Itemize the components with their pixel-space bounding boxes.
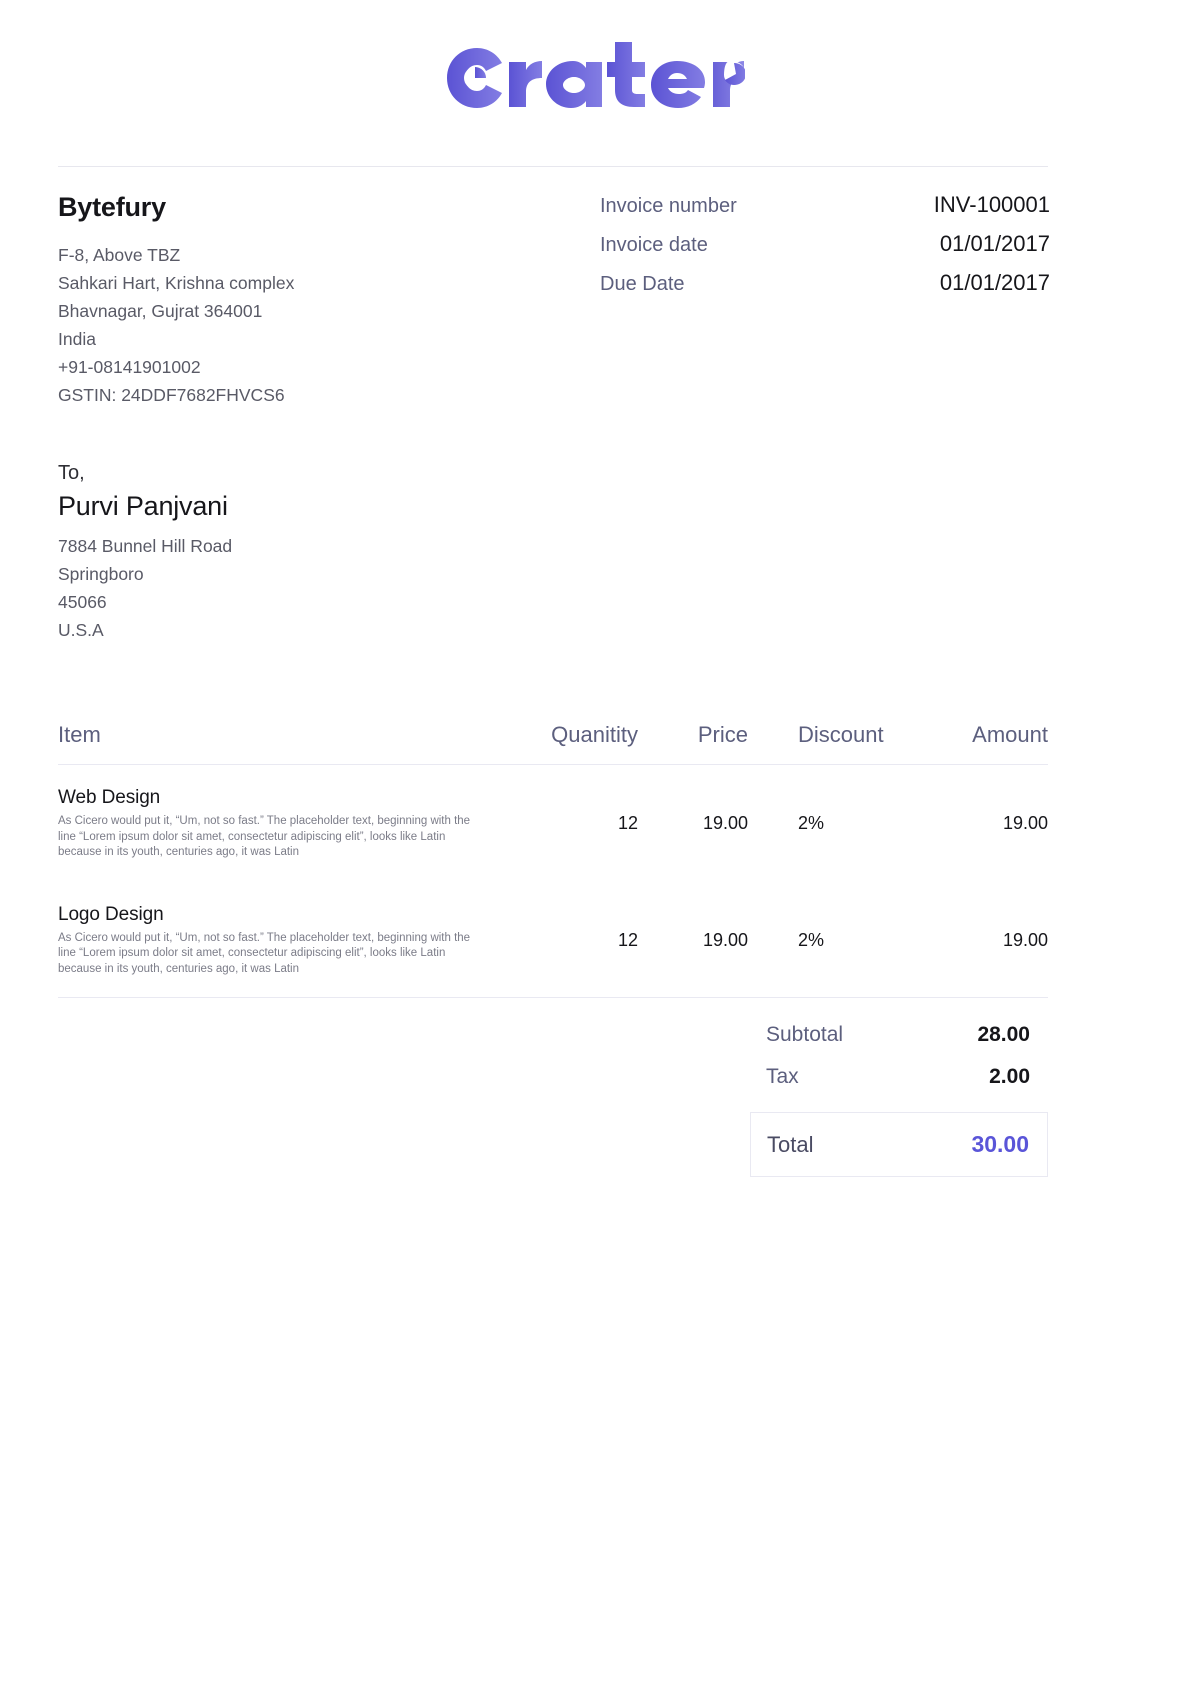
sender-gstin: GSTIN: 24DDF7682FHVCS6 xyxy=(58,385,285,405)
item-title: Logo Design xyxy=(58,903,164,925)
sender-address-line: F-8, Above TBZ xyxy=(58,245,181,265)
recipient-address-line: Springboro xyxy=(58,564,144,584)
tax-label: Tax xyxy=(766,1065,799,1088)
sender-name: Bytefury xyxy=(58,192,166,222)
sender-address-line: Bhavnagar, Gujrat 364001 xyxy=(58,301,263,321)
row-quantity: 12 xyxy=(617,813,638,834)
items-table: Item Quanitity Price Discount Amount Web… xyxy=(58,722,1048,998)
row-item-cell: Logo Design As Cicero would put it, “Um,… xyxy=(58,904,503,978)
item-description: As Cicero would put it, “Um, not so fast… xyxy=(58,815,471,858)
subtotal-row: Subtotal 28.00 xyxy=(750,1014,1048,1056)
meta-value: 01/01/2017 xyxy=(939,270,1050,295)
column-header-amount: Amount xyxy=(972,722,1048,747)
meta-value: INV-100001 xyxy=(933,192,1050,217)
brand-logo xyxy=(0,40,1190,112)
recipient-name: Purvi Panjvani xyxy=(58,491,228,521)
subtotal-label: Subtotal xyxy=(766,1023,844,1046)
sender-block: Bytefury F-8, Above TBZ Sahkari Hart, Kr… xyxy=(58,192,518,409)
meta-row-invoice-date: Invoice date 01/01/2017 xyxy=(600,231,1050,257)
meta-label: Invoice number xyxy=(600,195,737,217)
header-divider xyxy=(58,166,1048,167)
row-discount: 2% xyxy=(798,929,825,950)
row-amount: 19.00 xyxy=(1002,929,1048,950)
row-item-cell: Web Design As Cicero would put it, “Um, … xyxy=(58,787,503,861)
invoice-meta-block: Invoice number INV-100001 Invoice date 0… xyxy=(600,192,1050,309)
total-value: 30.00 xyxy=(971,1131,1029,1157)
meta-row-invoice-number: Invoice number INV-100001 xyxy=(600,192,1050,218)
sender-phone: +91-08141901002 xyxy=(58,357,201,377)
meta-row-due-date: Due Date 01/01/2017 xyxy=(600,270,1050,296)
crater-logo-icon xyxy=(447,42,745,108)
row-quantity: 12 xyxy=(617,929,638,950)
column-header-discount: Discount xyxy=(798,722,884,747)
sender-address-line: India xyxy=(58,329,96,349)
recipient-address-line: 7884 Bunnel Hill Road xyxy=(58,536,233,556)
totals-block: Subtotal 28.00 Tax 2.00 Total 30.00 xyxy=(750,1014,1048,1177)
recipient-address-line: 45066 xyxy=(58,592,107,612)
row-amount: 19.00 xyxy=(1002,813,1048,834)
sender-address-line: Sahkari Hart, Krishna complex xyxy=(58,273,295,293)
items-table-header: Item Quanitity Price Discount Amount xyxy=(58,722,1048,765)
total-label: Total xyxy=(767,1131,814,1157)
table-row: Web Design As Cicero would put it, “Um, … xyxy=(58,765,1048,881)
row-price: 19.00 xyxy=(702,813,748,834)
tax-row: Tax 2.00 xyxy=(750,1056,1048,1098)
items-table-bottom-divider xyxy=(58,997,1048,998)
row-price: 19.00 xyxy=(702,929,748,950)
row-discount: 2% xyxy=(798,813,825,834)
tax-value: 2.00 xyxy=(989,1065,1030,1088)
column-header-quantity: Quanitity xyxy=(551,722,638,747)
meta-label: Due Date xyxy=(600,273,685,295)
meta-label: Invoice date xyxy=(600,234,708,256)
meta-value: 01/01/2017 xyxy=(939,231,1050,256)
subtotal-value: 28.00 xyxy=(977,1023,1030,1046)
column-header-price: Price xyxy=(697,722,748,747)
total-row: Total 30.00 xyxy=(750,1112,1048,1177)
recipient-address-line: U.S.A xyxy=(58,620,104,640)
item-title: Web Design xyxy=(58,787,161,808)
recipient-block: To, Purvi Panjvani 7884 Bunnel Hill Road… xyxy=(58,462,518,644)
item-description: As Cicero would put it, “Um, not so fast… xyxy=(58,931,471,975)
table-row: Logo Design As Cicero would put it, “Um,… xyxy=(58,881,1048,998)
recipient-to-label: To, xyxy=(58,462,85,484)
column-header-item: Item xyxy=(58,722,101,747)
